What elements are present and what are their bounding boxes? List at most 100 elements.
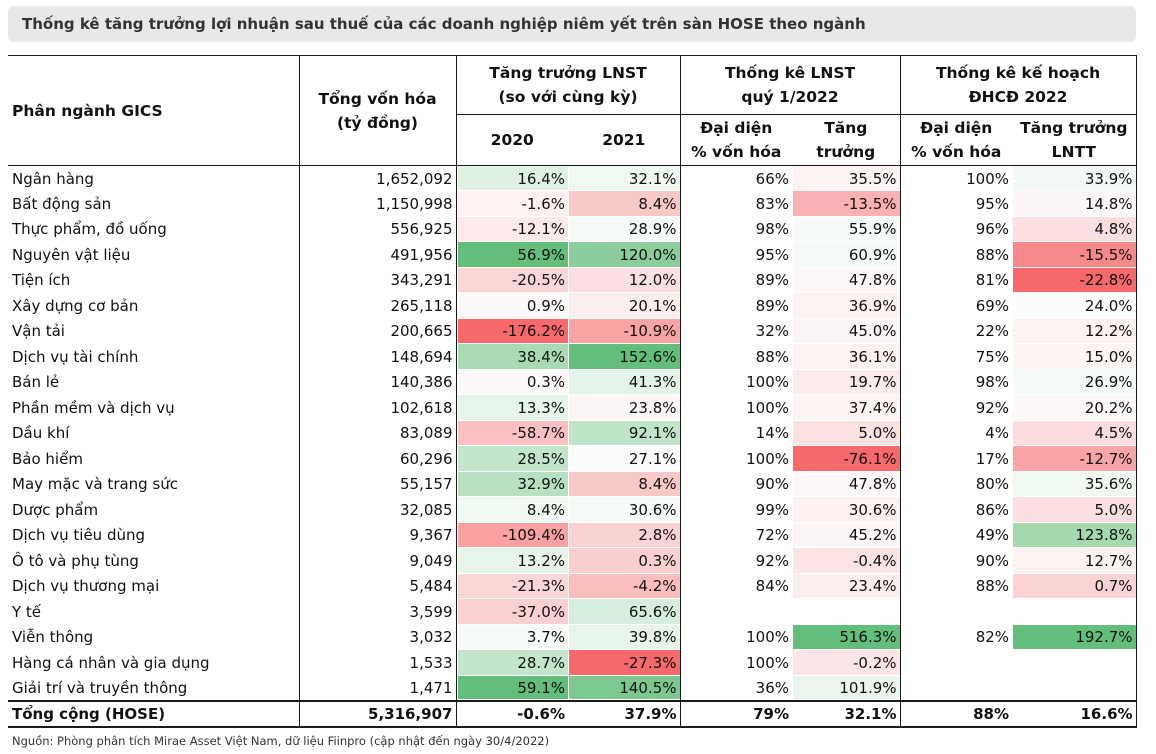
- cell-q1-representation: 83%: [755, 194, 790, 213]
- cell-q1-representation: 92%: [755, 551, 790, 570]
- cell-growth-2020: -37.0%: [456, 599, 568, 625]
- total-sector: Tổng cộng (HOSE): [8, 700, 300, 728]
- cell-q1-growth: -13.5%: [792, 191, 901, 217]
- cell-plan-growth: 4.5%: [1012, 420, 1137, 446]
- cell-q1-representation: 99%: [755, 500, 790, 519]
- cell-plan-growth: -22.8%: [1012, 267, 1137, 293]
- table-row: Vận tải 200,665 -176.2% -10.9% 32% 45.0% 22% 12…: [8, 318, 1137, 344]
- header-2021: 2021: [568, 114, 681, 166]
- table-row: Dịch vụ thương mại 5,484 -21.3% -4.2% 84% 23.…: [8, 573, 1137, 599]
- cell-plan-growth: 12.2%: [1012, 318, 1137, 344]
- cell-q1-growth: 30.6%: [792, 497, 901, 523]
- cell-plan-growth: 24.0%: [1012, 293, 1137, 319]
- cell-market-cap: 55,157: [299, 471, 457, 497]
- cell-growth-2020: -21.3%: [456, 573, 568, 599]
- cell-q1-representation: 66%: [755, 169, 790, 188]
- cell-growth-2021: -10.9%: [568, 318, 681, 344]
- cell-plan-growth: 15.0%: [1012, 344, 1137, 370]
- cell-sector: Dầu khí: [8, 420, 300, 446]
- cell-plan-representation: 49%: [975, 526, 1010, 545]
- total-plan-rep: 88%: [900, 700, 1013, 728]
- report-title: Thống kê tăng trưởng lợi nhuận sau thuế …: [8, 6, 1136, 42]
- cell-market-cap: 148,694: [299, 344, 457, 370]
- header-profit-growth: Tăng trưởng LNST (so với cùng kỳ): [456, 55, 681, 115]
- table-body: Ngân hàng 1,652,092 16.4% 32.1% 66% 35.5% 100%…: [8, 165, 1137, 702]
- cell-plan-representation: 81%: [975, 271, 1010, 290]
- cell-market-cap: 60,296: [299, 446, 457, 472]
- cell-sector: Xây dựng cơ bản: [8, 293, 300, 319]
- table-row: May mặc và trang sức 55,157 32.9% 8.4% 90% 47…: [8, 471, 1137, 497]
- cell-sector: May mặc và trang sức: [8, 471, 300, 497]
- table-row: Xây dựng cơ bản 265,118 0.9% 20.1% 89% 36.9% 6…: [8, 293, 1137, 319]
- table-row: Hàng cá nhân và gia dụng 1,533 28.7% -27.3%…: [8, 650, 1137, 676]
- cell-growth-2021: 140.5%: [568, 675, 681, 701]
- total-q1-growth: 32.1%: [792, 700, 901, 728]
- cell-market-cap: 200,665: [299, 318, 457, 344]
- cell-growth-2021: 20.1%: [568, 293, 681, 319]
- source-note: Nguồn: Phòng phân tích Mirae Asset Việt …: [12, 734, 550, 748]
- cell-sector: Phần mềm và dịch vụ: [8, 395, 300, 421]
- cell-sector: Viễn thông: [8, 624, 300, 650]
- cell-plan-representation: 98%: [975, 373, 1010, 392]
- cell-market-cap: 3,599: [299, 599, 457, 625]
- cell-plan-representation: 95%: [975, 194, 1010, 213]
- table-row: Bất động sản 1,150,998 -1.6% 8.4% 83% -13.5% 9…: [8, 191, 1137, 217]
- table-row: Bảo hiểm 60,296 28.5% 27.1% 100% -76.1% 17% -12…: [8, 446, 1137, 472]
- cell-growth-2020: -176.2%: [456, 318, 568, 344]
- cell-plan-representation: 88%: [975, 245, 1010, 264]
- cell-sector: Bất động sản: [8, 191, 300, 217]
- cell-q1-growth: 19.7%: [792, 369, 901, 395]
- cell-growth-2021: 27.1%: [568, 446, 681, 472]
- cell-plan-growth: 20.2%: [1012, 395, 1137, 421]
- cell-plan-growth: 192.7%: [1012, 624, 1137, 650]
- cell-growth-2020: 13.2%: [456, 548, 568, 574]
- total-cap: 5,316,907: [299, 700, 457, 728]
- cell-growth-2020: 38.4%: [456, 344, 568, 370]
- cell-growth-2021: -4.2%: [568, 573, 681, 599]
- cell-growth-2021: 92.1%: [568, 420, 681, 446]
- cell-q1-representation: 32%: [755, 322, 790, 341]
- total-g2020: -0.6%: [456, 700, 568, 728]
- cell-market-cap: 5,484: [299, 573, 457, 599]
- cell-sector: Thực phẩm, đồ uống: [8, 216, 300, 242]
- cell-growth-2021: 152.6%: [568, 344, 681, 370]
- cell-sector: Giải trí và truyền thông: [8, 675, 300, 701]
- cell-growth-2020: -58.7%: [456, 420, 568, 446]
- total-row: Tổng cộng (HOSE) 5,316,907 -0.6% 37.9% 7…: [8, 700, 1137, 728]
- table-row: Ô tô và phụ tùng 9,049 13.2% 0.3% 92% -0.4% 90…: [8, 548, 1137, 574]
- cell-plan-representation: 4%: [985, 424, 1010, 443]
- cell-q1-representation: 88%: [755, 347, 790, 366]
- cell-q1-representation: 100%: [746, 628, 790, 647]
- cell-q1-growth: [792, 599, 901, 625]
- header-agm-plan: Thống kê kế hoạch ĐHCĐ 2022: [900, 55, 1137, 115]
- cell-q1-representation: 84%: [755, 577, 790, 596]
- cell-growth-2020: 3.7%: [456, 624, 568, 650]
- header-2020: 2020: [456, 114, 568, 166]
- cell-sector: Vận tải: [8, 318, 300, 344]
- cell-sector: Dịch vụ tài chính: [8, 344, 300, 370]
- cell-sector: Tiện ích: [8, 267, 300, 293]
- cell-plan-representation: 75%: [975, 347, 1010, 366]
- cell-growth-2021: -27.3%: [568, 650, 681, 676]
- cell-q1-growth: 36.1%: [792, 344, 901, 370]
- cell-plan-representation: [900, 676, 1012, 702]
- cell-market-cap: 83,089: [299, 420, 457, 446]
- cell-market-cap: 265,118: [299, 293, 457, 319]
- cell-market-cap: 556,925: [299, 216, 457, 242]
- cell-plan-growth: [1012, 599, 1137, 625]
- table-row: Nguyên vật liệu 491,956 56.9% 120.0% 95% 60.9…: [8, 242, 1137, 268]
- cell-plan-growth: -12.7%: [1012, 446, 1137, 472]
- cell-growth-2020: 59.1%: [456, 675, 568, 701]
- cell-sector: Dược phẩm: [8, 497, 300, 523]
- cell-plan-representation: 96%: [975, 220, 1010, 239]
- cell-plan-representation: 80%: [975, 475, 1010, 494]
- table-row: Dịch vụ tiêu dùng 9,367 -109.4% 2.8% 72% 45.2…: [8, 522, 1137, 548]
- cell-q1-growth: -0.2%: [792, 650, 901, 676]
- cell-market-cap: 32,085: [299, 497, 457, 523]
- cell-growth-2021: 28.9%: [568, 216, 681, 242]
- cell-market-cap: 3,032: [299, 624, 457, 650]
- table-row: Y tế 3,599 -37.0% 65.6%: [8, 599, 1137, 625]
- table-row: Bán lẻ 140,386 0.3% 41.3% 100% 19.7% 98% 26.9%: [8, 369, 1137, 395]
- total-g2021: 37.9%: [568, 700, 681, 728]
- cell-q1-growth: 101.9%: [792, 675, 901, 701]
